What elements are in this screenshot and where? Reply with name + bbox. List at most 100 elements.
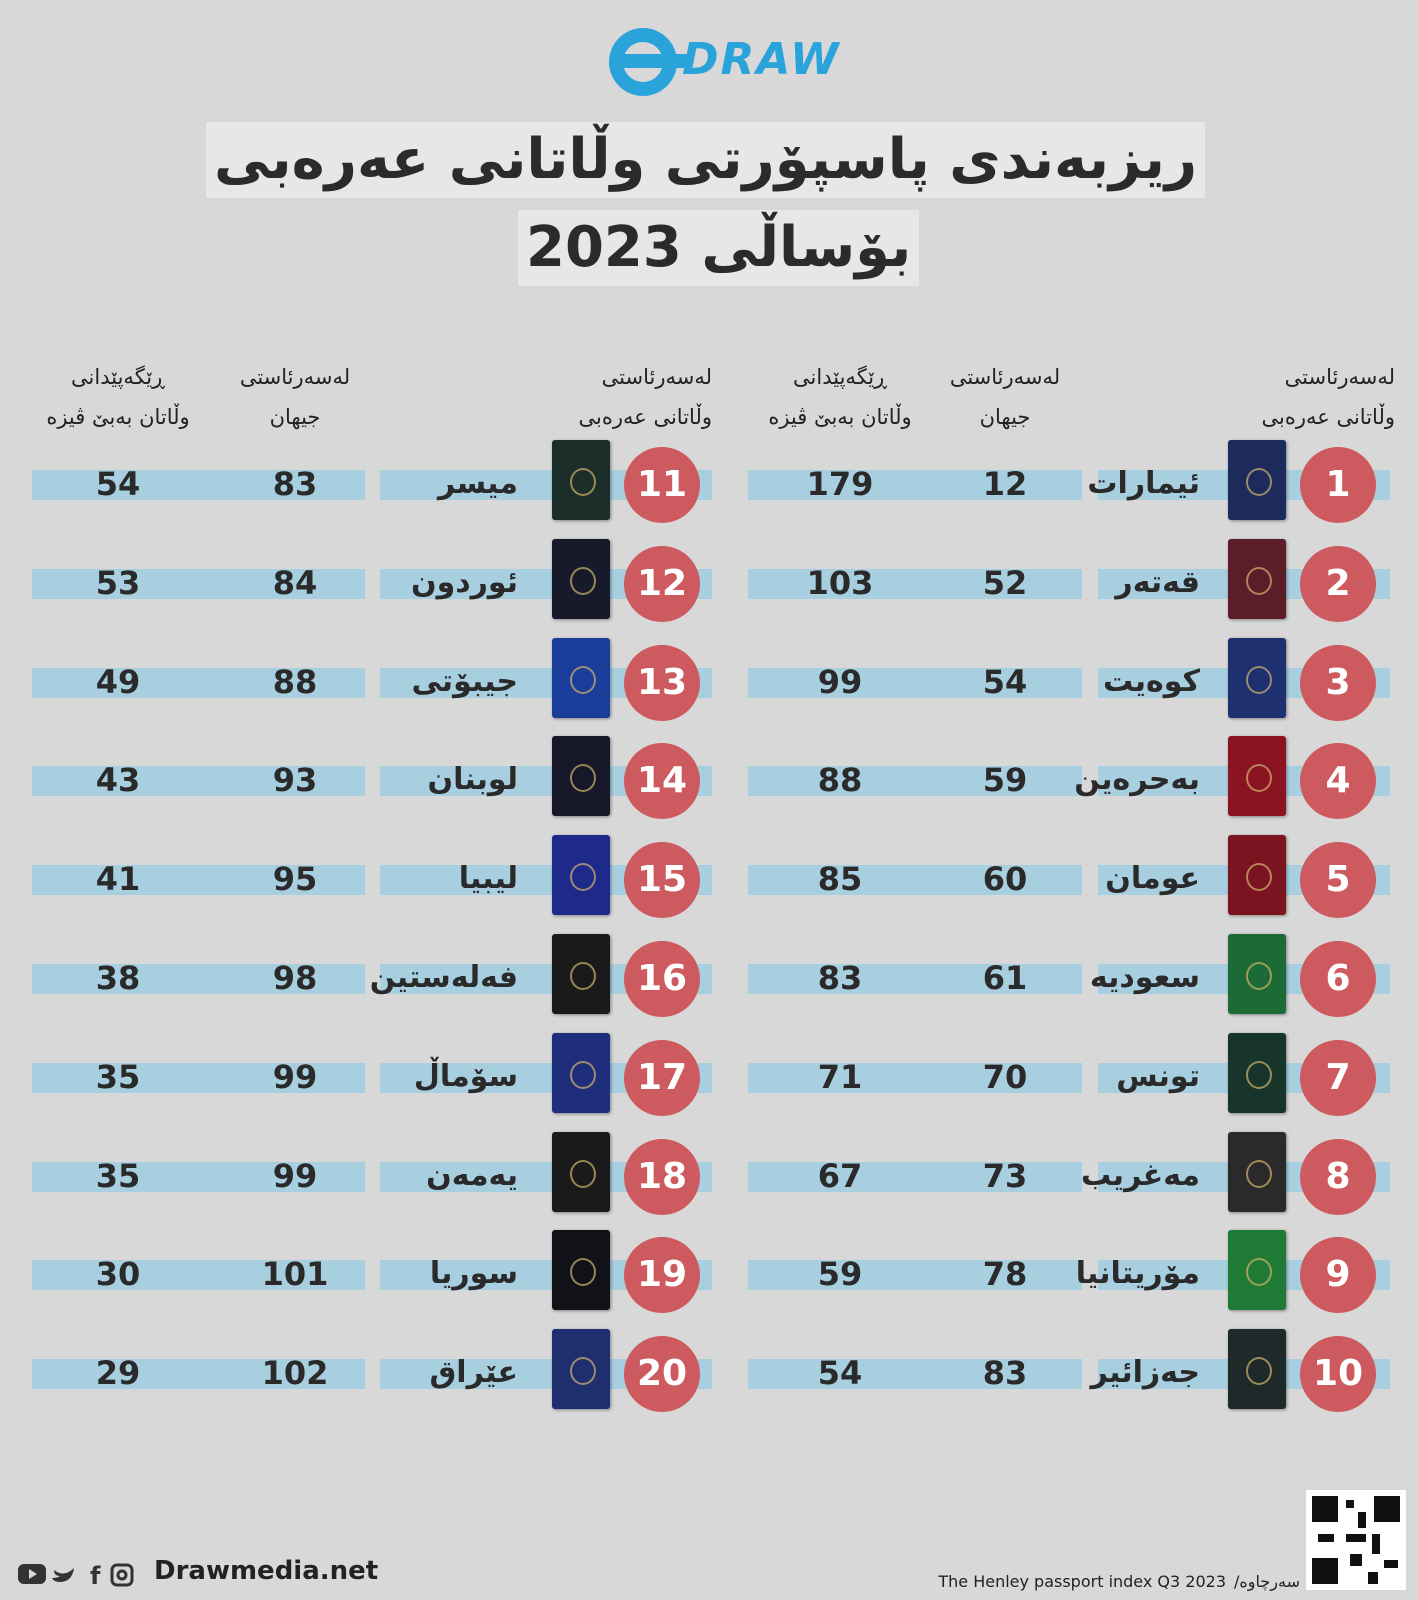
country-name: مەغریب: [1081, 1157, 1200, 1193]
passport: [1228, 1131, 1286, 1212]
row-band: [32, 1161, 365, 1192]
country-name: میسر: [437, 466, 518, 501]
row-band: [748, 568, 1082, 599]
world-rank: 73: [982, 1156, 1028, 1195]
rank-badge: 10: [1300, 1336, 1376, 1413]
column-header: وڵاتان بەبێ ڤیزە: [768, 405, 912, 429]
rank-badge: 1: [1300, 447, 1376, 523]
website: Drawmedia.net: [154, 1556, 379, 1586]
country-name: سۆماڵ: [413, 1058, 518, 1094]
country-name: سوریا: [429, 1256, 518, 1292]
row-band: [32, 964, 365, 994]
rank-badge: 15: [624, 842, 700, 919]
row-band: [748, 1359, 1082, 1390]
row-band: [748, 964, 1082, 994]
country-name: فەلەستین: [369, 960, 518, 995]
passport: [552, 538, 610, 619]
visa-free-count: 99: [817, 662, 863, 701]
rank-badge: 12: [624, 545, 700, 622]
rank-badge: 19: [624, 1237, 700, 1314]
passport: [1228, 440, 1286, 520]
passport: [552, 736, 610, 817]
rank-badge: 8: [1300, 1138, 1376, 1215]
column-header: لەسەرئاستی: [1284, 365, 1395, 389]
rank-badge: 5: [1300, 842, 1376, 919]
passport: [552, 835, 610, 916]
column-header: ڕێگەپێدانی: [71, 365, 165, 389]
world-rank: 61: [982, 959, 1028, 997]
world-rank: 60: [982, 860, 1028, 899]
row-band: [32, 1260, 365, 1291]
rank-badge: 16: [624, 941, 700, 1017]
visa-free-count: 35: [95, 1057, 141, 1096]
world-rank: 12: [982, 465, 1028, 503]
visa-free-count: 179: [806, 465, 874, 503]
world-rank: 93: [272, 761, 318, 800]
column-header: ڕێگەپێدانی: [793, 365, 887, 389]
rank-badge: 20: [624, 1336, 700, 1413]
title-line: ریزبەندی پاسپۆرتی وڵاتانی عەرەبی: [206, 122, 1206, 198]
world-rank: 83: [982, 1354, 1028, 1393]
column-header: وڵاتانی عەرەبی: [578, 405, 713, 429]
row-band: [32, 1359, 365, 1390]
world-rank: 101: [261, 1255, 329, 1294]
country-name: مۆریتانیا: [1075, 1256, 1200, 1292]
country-name: عێراق: [429, 1355, 518, 1391]
world-rank: 54: [982, 662, 1028, 701]
passport: [552, 1032, 610, 1113]
logo-text: DRAW: [682, 34, 841, 85]
visa-free-count: 53: [95, 563, 141, 602]
row-band: [748, 1161, 1082, 1192]
social-icons: f: [18, 1562, 134, 1590]
passport: [1228, 1032, 1286, 1113]
logo-mark: [609, 28, 689, 96]
row-band: [748, 865, 1082, 896]
row-band: [32, 470, 365, 500]
country-name: قەتەر: [1115, 564, 1200, 600]
passport: [552, 934, 610, 1014]
world-rank: 84: [272, 563, 318, 602]
passport: [1228, 637, 1286, 718]
passport: [1228, 835, 1286, 916]
visa-free-count: 49: [95, 662, 141, 701]
country-name: لوبنان: [427, 762, 518, 798]
country-name: ئیمارات: [1087, 466, 1200, 501]
rank-badge: 18: [624, 1138, 700, 1215]
row-band: [748, 766, 1082, 797]
passport: [1228, 934, 1286, 1014]
column-header: لەسەرئاستی: [239, 365, 351, 389]
visa-free-count: 85: [817, 860, 863, 899]
visa-free-count: 54: [95, 465, 141, 503]
world-rank: 99: [272, 1057, 318, 1096]
passport: [1228, 1230, 1286, 1311]
passport: [1228, 538, 1286, 619]
rank-badge: 11: [624, 447, 700, 523]
column-header: جیهان: [269, 405, 321, 429]
passport: [552, 1131, 610, 1212]
row-band: [748, 470, 1082, 500]
visa-free-count: 54: [817, 1354, 863, 1393]
qr-code: [1306, 1490, 1406, 1590]
title-line: بۆساڵی 2023: [518, 210, 920, 286]
rank-badge: 14: [624, 743, 700, 820]
country-name: لیبیا: [458, 861, 518, 897]
country-name: یەمەن: [426, 1157, 518, 1193]
world-rank: 95: [272, 860, 318, 899]
row-band: [748, 1260, 1082, 1291]
country-name: جیبۆتی: [411, 663, 518, 699]
world-rank: 83: [272, 465, 318, 503]
visa-free-count: 67: [817, 1156, 863, 1195]
country-name: جەزائیر: [1090, 1355, 1200, 1391]
country-name: ئوردون: [411, 564, 518, 600]
row-band: [748, 667, 1082, 698]
world-rank: 59: [982, 761, 1028, 800]
world-rank: 78: [982, 1255, 1028, 1294]
rank-badge: 13: [624, 644, 700, 721]
country-name: عومان: [1105, 861, 1200, 897]
row-band: [748, 1062, 1082, 1093]
row-band: [32, 667, 365, 698]
source-label: سەرچاوە/: [1234, 1572, 1300, 1591]
passport: [1228, 1329, 1286, 1410]
country-name: بەحرەین: [1074, 762, 1200, 798]
